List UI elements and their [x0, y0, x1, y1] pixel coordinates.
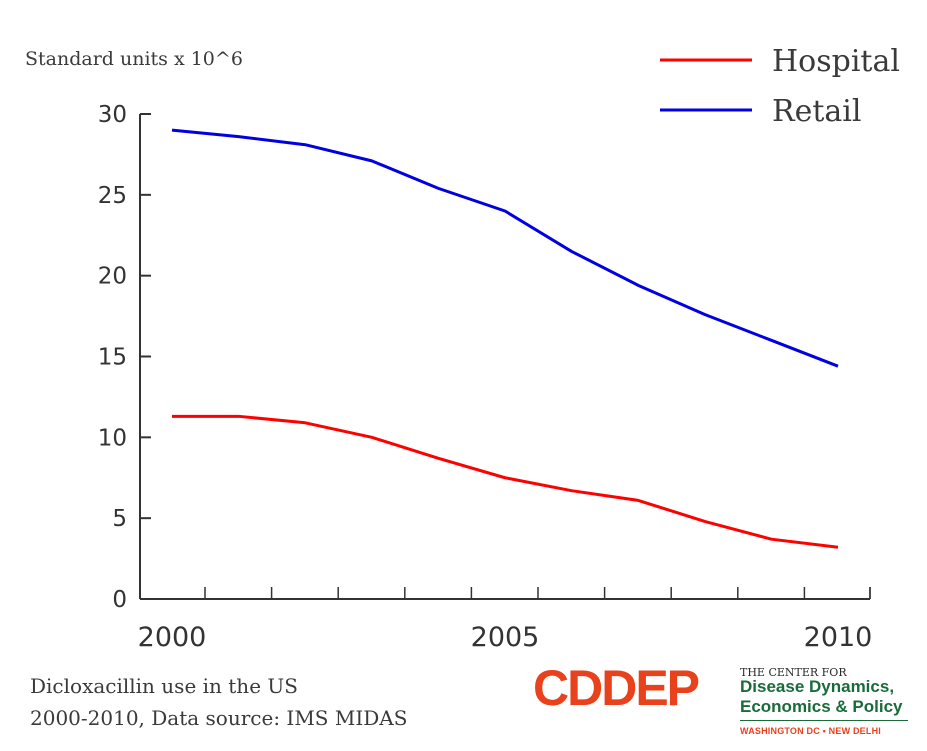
logo-org-line2: Economics & Policy [740, 697, 903, 716]
y-tick-label: 5 [112, 506, 127, 532]
logo-locations: WASHINGTON DC • NEW DELHI [740, 726, 881, 736]
series-line-hospital [172, 414, 839, 549]
y-tick-label: 30 [98, 102, 127, 128]
legend-label-retail: Retail [772, 94, 861, 129]
logo-tagline: THE CENTER FOR [740, 666, 847, 679]
logo-org-line1: Disease Dynamics, [740, 677, 895, 696]
y-axis-label: Standard units x 10^6 [25, 48, 243, 70]
y-tick-label: 15 [98, 345, 127, 371]
series-line-retail [171, 128, 839, 368]
y-tick-label: 10 [98, 425, 127, 451]
x-tick-label: 2000 [138, 622, 207, 653]
caption-source: 2000-2010, Data source: IMS MIDAS [30, 706, 408, 730]
logo-mark: CDDEP [533, 660, 700, 716]
x-tick-label: 2010 [804, 622, 873, 653]
y-tick-label: 25 [98, 183, 127, 209]
x-tick-label: 2005 [471, 622, 540, 653]
caption-title: Dicloxacillin use in the US [30, 674, 298, 698]
cddep-logo: CDDEP THE CENTER FOR Disease Dynamics, E… [533, 660, 918, 745]
logo-divider [740, 720, 908, 721]
y-tick-label: 0 [112, 587, 127, 613]
y-tick-label: 20 [98, 264, 127, 290]
legend-label-hospital: Hospital [772, 44, 900, 79]
